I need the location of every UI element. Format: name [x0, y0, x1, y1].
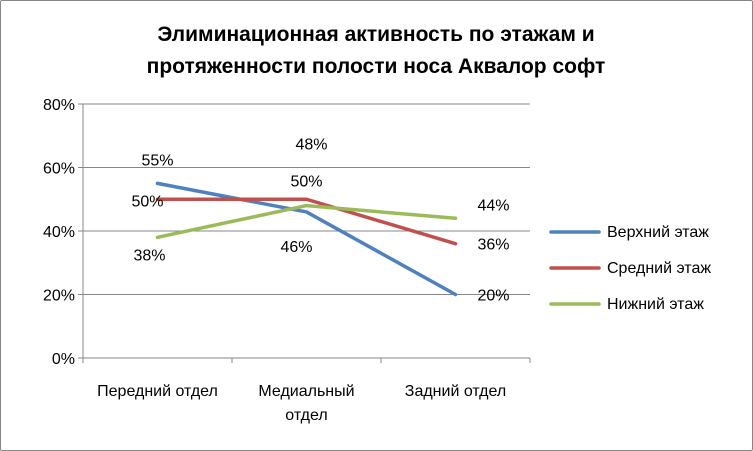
y-tick-label: 40%: [43, 224, 75, 241]
series-lines: [155, 181, 458, 297]
data-labels: 55% 46% 20% 50% 50% 36% 38% 48% 44%: [131, 137, 509, 305]
data-label: 44%: [477, 197, 509, 214]
x-tick-label: Задний отдел: [405, 383, 506, 400]
chart-title-line-1: Элиминационная активность по этажам и: [157, 23, 594, 46]
legend-entry-label: Нижний этаж: [607, 296, 704, 313]
y-axis-ticks: 0% 20% 40% 60% 80%: [43, 97, 75, 368]
data-label: 36%: [477, 237, 509, 254]
data-label: 55%: [141, 152, 173, 169]
data-label: 48%: [295, 137, 327, 154]
data-label: 46%: [280, 239, 312, 256]
y-tick-label: 0%: [52, 351, 75, 368]
chart-title-line-2: протяженности полости носа Аквалор софт: [147, 55, 606, 78]
y-tick-label: 80%: [43, 97, 75, 114]
legend-entry-label: Верхний этаж: [607, 224, 709, 241]
legend-entry-label: Средний этаж: [607, 260, 711, 277]
x-axis-ticks: Передний отдел Медиальный отдел Задний отде…: [97, 383, 506, 424]
y-tick-label: 60%: [43, 161, 75, 178]
y-tick-label: 20%: [43, 288, 75, 305]
series-line: [155, 181, 458, 297]
legend: Верхний этаж Средний этаж Нижний этаж: [549, 224, 711, 313]
data-label: 50%: [290, 173, 322, 190]
chart-title: Элиминационная активность по этажам и пр…: [147, 23, 606, 78]
x-tick-label: Передний отдел: [97, 383, 218, 400]
axes: [78, 103, 531, 363]
data-label: 38%: [133, 247, 165, 264]
data-label: 20%: [477, 288, 509, 305]
series-line: [155, 203, 458, 240]
data-label: 50%: [131, 193, 163, 210]
series-line: [155, 197, 458, 246]
x-tick-label: Медиальный отдел: [258, 383, 354, 424]
